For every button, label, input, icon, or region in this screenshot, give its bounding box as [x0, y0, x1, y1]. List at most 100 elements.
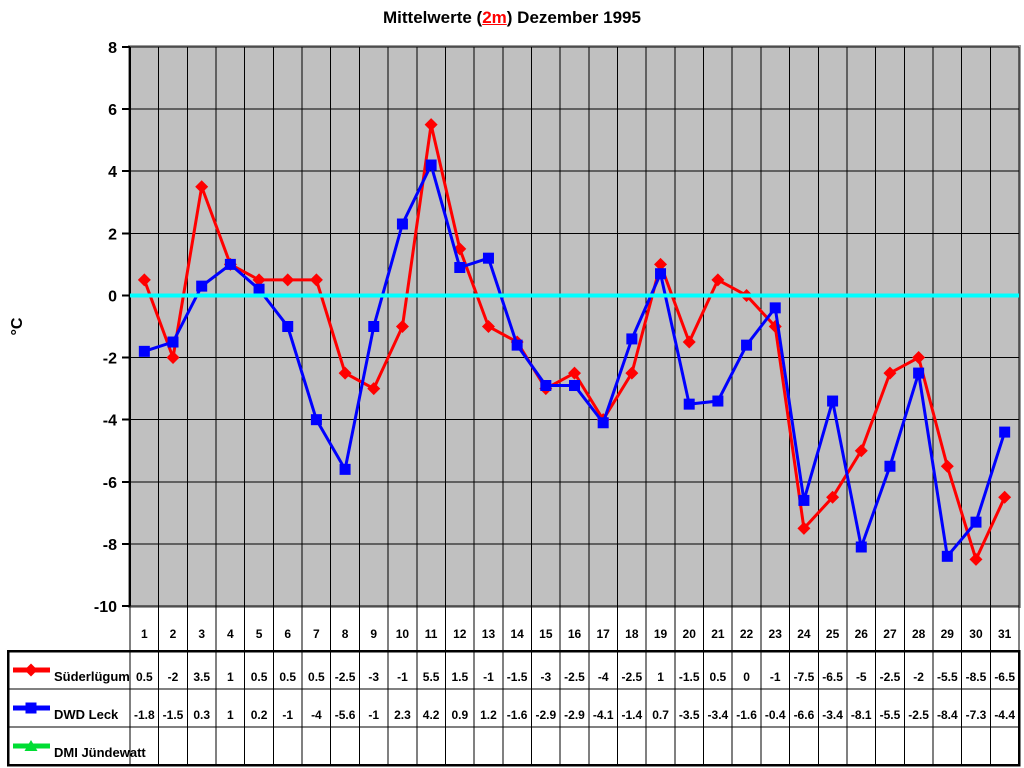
day-header: 2 [170, 627, 177, 641]
table-value: -8.1 [851, 708, 872, 722]
y-tick-label: -4 [103, 413, 117, 430]
y-tick-label: -6 [103, 475, 117, 492]
table-value: 0.2 [251, 708, 268, 722]
square-marker [913, 367, 925, 379]
day-header: 18 [625, 627, 639, 641]
table-value: -1.5 [679, 670, 700, 684]
square-marker [798, 494, 810, 506]
square-marker [999, 426, 1011, 438]
square-marker [855, 541, 867, 553]
table-value: -2.5 [880, 670, 901, 684]
square-marker [769, 302, 781, 314]
diamond-marker [998, 490, 1012, 504]
table-value: -8.5 [966, 670, 987, 684]
diamond-marker [166, 351, 180, 365]
table-value: -5.5 [880, 708, 901, 722]
day-header: 24 [797, 627, 811, 641]
table-value: 2.3 [394, 708, 411, 722]
y-axis-title: °C [9, 317, 26, 335]
table-value: -2.9 [564, 708, 585, 722]
chart-title-prefix: Mittelwerte ( [383, 8, 483, 27]
day-header: 19 [654, 627, 668, 641]
table-value: -2 [168, 670, 179, 684]
table-value: -3 [368, 670, 379, 684]
diamond-marker [424, 118, 438, 132]
table-value: -2.5 [564, 670, 585, 684]
diamond-marker [826, 490, 840, 504]
day-header: 8 [342, 627, 349, 641]
table-value: 0.5 [251, 670, 268, 684]
square-marker [339, 463, 351, 475]
y-tick-label: 8 [108, 40, 117, 57]
day-header: 14 [510, 627, 524, 641]
day-header: 30 [969, 627, 983, 641]
table-value: 4.2 [423, 708, 440, 722]
square-marker [683, 398, 695, 410]
y-tick-label: 6 [108, 102, 117, 119]
table-value: 0.5 [136, 670, 153, 684]
square-marker [540, 380, 552, 392]
table-value: -1.6 [507, 708, 528, 722]
legend-item-3: DMI Jündewatt [13, 740, 146, 760]
table-value: 5.5 [423, 670, 440, 684]
table-value: 0.5 [308, 670, 325, 684]
table-value: -7.3 [966, 708, 987, 722]
series-1-line [137, 118, 1012, 566]
diamond-marker [654, 257, 668, 271]
square-marker [569, 380, 580, 392]
square-marker [25, 702, 37, 714]
day-header: 10 [396, 627, 410, 641]
day-header: 27 [883, 627, 897, 641]
diamond-marker [24, 663, 38, 677]
day-header: 6 [284, 627, 291, 641]
table-value: 1 [227, 708, 234, 722]
table-value: 0.3 [193, 708, 210, 722]
diamond-marker [252, 273, 266, 287]
day-header: 28 [912, 627, 926, 641]
y-tick-label: -10 [94, 599, 117, 616]
table-value: 1.2 [480, 708, 497, 722]
square-marker [655, 268, 667, 280]
diamond-marker [711, 273, 725, 287]
table-value: -1 [368, 708, 379, 722]
diamond-marker [912, 351, 926, 365]
diamond-marker [797, 521, 811, 535]
table-value: -6.6 [794, 708, 815, 722]
table-value: 3.5 [193, 670, 210, 684]
diamond-marker [338, 366, 352, 380]
square-marker [941, 550, 953, 562]
plot-area [130, 47, 1019, 606]
square-marker [368, 321, 380, 332]
square-marker [396, 218, 408, 230]
diamond-marker [854, 444, 868, 458]
day-header: 3 [198, 627, 205, 641]
diamond-marker [281, 273, 295, 287]
chart-title-suffix: ) Dezember 1995 [506, 8, 641, 27]
table-value: 0.5 [710, 670, 727, 684]
table-value: -6.5 [994, 670, 1015, 684]
day-header: 7 [313, 627, 320, 641]
day-header: 20 [683, 627, 697, 641]
table-value: -1 [397, 670, 408, 684]
table-value: -2 [913, 670, 924, 684]
legend-label: DWD Leck [54, 707, 119, 722]
day-header: 9 [370, 627, 377, 641]
table-value: -3.5 [679, 708, 700, 722]
table-value: -7.5 [794, 670, 815, 684]
square-marker [224, 258, 236, 270]
square-marker [167, 336, 179, 348]
day-header: 13 [482, 627, 496, 641]
table-value: -4.4 [994, 708, 1015, 722]
table-value: 0 [743, 670, 750, 684]
y-tick-label: -2 [103, 351, 117, 368]
table-value: -2.5 [908, 708, 929, 722]
table-value: -1 [282, 708, 293, 722]
table-value: -2.5 [335, 670, 356, 684]
legend-item-1: Süderlügum [13, 663, 130, 684]
day-header: 31 [998, 627, 1012, 641]
diamond-marker [969, 552, 983, 566]
series-2-line [138, 159, 1011, 562]
y-tick-label: 4 [108, 164, 117, 181]
